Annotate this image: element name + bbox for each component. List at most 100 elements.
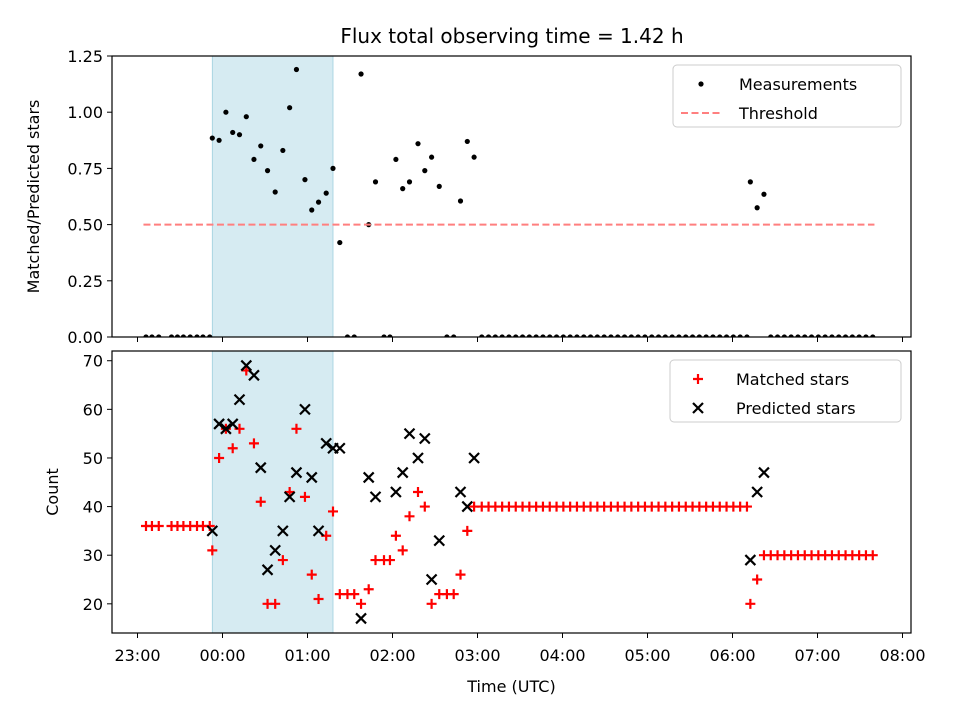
- predicted-stars-point: [269, 544, 281, 557]
- measurements-point: [223, 109, 229, 115]
- predicted-stars-point: [433, 534, 446, 547]
- predicted-stars-point: [461, 500, 474, 513]
- axes-frame: [111, 55, 912, 338]
- measurements-point: [194, 334, 200, 337]
- measurements-point: [649, 334, 655, 337]
- measurements-point: [533, 334, 539, 337]
- measurements-point: [479, 334, 485, 337]
- x-tick-label: 07:00: [794, 646, 840, 665]
- matched-stars-point: [356, 598, 367, 609]
- y-tick-label: 60: [83, 400, 103, 419]
- matched-stars-point: [328, 506, 338, 517]
- measurements-point: [761, 191, 767, 197]
- matched-stars-point: [419, 501, 430, 512]
- threshold-legend-label: Threshold: [738, 104, 818, 123]
- matched-stars-point: [752, 574, 763, 585]
- measurements-point: [744, 334, 750, 337]
- top-panel: 0.00 0.25 0.50 0.75 1.00 1.25 Matched/Predicte…: [24, 47, 912, 347]
- predicted-stars-point: [468, 452, 480, 464]
- measurements-point: [506, 334, 512, 337]
- predicted-stars-point: [290, 466, 303, 479]
- measurements-point: [358, 71, 364, 77]
- measurements-point: [615, 334, 621, 337]
- x-tick-label: 05:00: [624, 646, 670, 665]
- measurements-point: [436, 183, 442, 189]
- matched-stars-point: [207, 545, 218, 556]
- y-tick-label: 0.75: [67, 159, 103, 178]
- measurements-point: [795, 334, 801, 337]
- matched-stars-legend-label: Matched stars: [736, 370, 849, 389]
- y-tick-label: 30: [83, 546, 103, 565]
- measurements-point: [754, 205, 760, 211]
- matched-stars-point: [306, 569, 317, 580]
- measurements-point: [808, 334, 815, 337]
- measurements-point: [251, 156, 257, 163]
- predicted-stars-point: [254, 461, 267, 474]
- measurements-point: [836, 334, 842, 337]
- predicted-stars-point: [248, 369, 260, 382]
- matched-stars-point: [745, 598, 756, 609]
- predicted-stars-point: [412, 452, 424, 464]
- measurements-point: [717, 334, 723, 337]
- x-axis-label: Time (UTC): [466, 677, 555, 696]
- measurements-point: [519, 334, 526, 337]
- measurements-point: [330, 165, 336, 171]
- matched-stars-point: [227, 443, 238, 454]
- measurements-point: [662, 334, 668, 337]
- measurements-point: [216, 137, 222, 143]
- measurements-point: [149, 334, 155, 337]
- measurements-point: [464, 138, 470, 145]
- measurements-point: [337, 239, 343, 246]
- x-tick-label: 04:00: [539, 646, 585, 665]
- predicted-stars-point: [261, 564, 274, 576]
- matched-stars-point: [153, 521, 164, 532]
- measurements-point: [258, 143, 264, 149]
- predicted-stars-point: [233, 393, 246, 406]
- measurements-point: [381, 334, 387, 337]
- measurements-point: [451, 334, 457, 337]
- legend-box: [669, 359, 902, 423]
- matched-stars-legend-marker: [693, 374, 703, 384]
- measurements-point: [444, 334, 450, 337]
- measurements-point: [822, 334, 828, 337]
- measurements-point: [829, 334, 835, 337]
- measurements-point: [581, 334, 587, 337]
- matched-stars-point: [291, 423, 302, 434]
- measurements-point: [567, 334, 573, 337]
- measurements-point: [553, 334, 560, 337]
- measurements-point: [655, 334, 662, 337]
- matched-stars-point: [270, 598, 281, 609]
- matched-stars-point: [448, 589, 459, 600]
- measurements-point: [802, 334, 808, 337]
- measurements-point: [272, 189, 278, 195]
- predicted-stars-point: [277, 525, 289, 537]
- bottom-panel: 20 30 40 50 60 70 23:00 00:00 01:00 02:00 03:00 04:…: [43, 350, 926, 696]
- measurements-point: [547, 334, 553, 337]
- measurements-point: [323, 190, 329, 196]
- measurements-point: [594, 334, 600, 337]
- predicted-stars-point: [334, 442, 346, 455]
- measurements-point: [187, 334, 193, 337]
- matched-stars-point: [277, 555, 288, 566]
- measurements-point: [415, 141, 421, 147]
- matched-stars-point: [426, 598, 437, 609]
- measurements-point: [230, 129, 236, 136]
- legend: Measurements Threshold: [672, 64, 902, 128]
- predicted-stars-point: [240, 359, 253, 372]
- predicted-stars-point: [220, 423, 232, 435]
- predicted-stars-point: [419, 432, 431, 445]
- matched-stars-point: [299, 491, 310, 502]
- plot-area: [143, 66, 876, 337]
- measurements-point: [842, 334, 849, 337]
- predicted-stars-point: [369, 491, 382, 503]
- measurements-point: [264, 168, 271, 174]
- measurements-point: [683, 334, 689, 337]
- measurements-point: [768, 334, 774, 337]
- measurements-point: [587, 334, 594, 337]
- matched-stars-point: [413, 487, 423, 497]
- measurements-point: [696, 334, 702, 337]
- legend: Matched stars Predicted stars: [669, 359, 902, 423]
- y-tick-label: 40: [83, 498, 103, 517]
- measurements-point: [174, 334, 181, 337]
- measurements-point: [471, 154, 477, 160]
